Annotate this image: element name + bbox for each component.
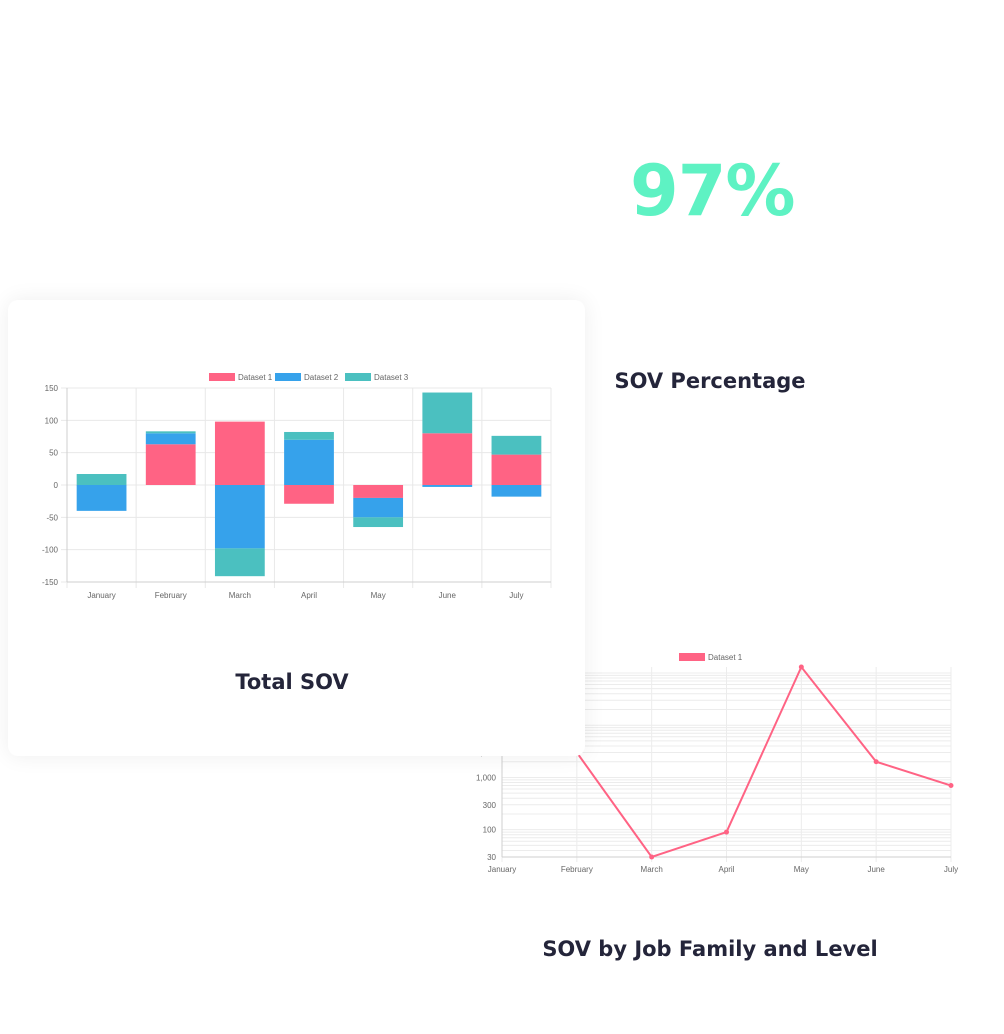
x-tick-label: April <box>301 591 317 600</box>
bar-dataset-3-february <box>145 431 196 434</box>
legend-label-dataset-1: Dataset 1 <box>708 653 743 662</box>
bar-dataset-3-may <box>353 517 404 528</box>
total-sov-caption: Total SOV <box>235 670 349 694</box>
y-tick-label: -50 <box>46 513 58 522</box>
legend-label-dataset-3: Dataset 3 <box>374 373 409 382</box>
bar-dataset-2-may <box>353 497 404 518</box>
total-sov-card: Dataset 1 Dataset 2 Dataset 3 150 100 50 0 -50… <box>8 300 585 756</box>
legend-label-dataset-2: Dataset 2 <box>304 373 339 382</box>
line-chart-legend: Dataset 1 <box>679 653 743 662</box>
x-tick-label: July <box>944 865 958 874</box>
bar-dataset-2-march <box>214 485 265 549</box>
line-chart-axis: 3,0001,00030010030JanuaryFebruaryMarchAp… <box>476 667 958 874</box>
x-tick-label: May <box>794 865 809 874</box>
bar-chart-legend: Dataset 1 Dataset 2 Dataset 3 <box>209 373 409 382</box>
x-tick-label: July <box>509 591 523 600</box>
bar-dataset-3-march <box>214 548 265 577</box>
legend-swatch-dataset-1 <box>209 373 235 381</box>
sov-percentage-value: 97% <box>630 150 796 232</box>
x-tick-label: January <box>488 865 516 874</box>
y-tick-label: 0 <box>54 481 59 490</box>
bar-dataset-1-march <box>214 421 265 485</box>
bar-dataset-2-february <box>145 433 196 445</box>
bar-dataset-3-april <box>284 431 334 440</box>
bar-dataset-3-june <box>422 392 473 434</box>
legend-swatch-dataset-3 <box>345 373 371 381</box>
x-tick-label: March <box>229 591 251 600</box>
y-tick-label: -100 <box>42 546 59 555</box>
legend-swatch-dataset-1 <box>679 653 705 661</box>
x-tick-label: January <box>87 591 115 600</box>
y-tick-label: -150 <box>42 578 59 587</box>
data-point-april <box>724 829 729 835</box>
bar-dataset-1-may <box>353 485 404 498</box>
y-tick-label: 50 <box>49 449 58 458</box>
x-tick-label: February <box>155 591 187 600</box>
data-point-june <box>873 759 879 765</box>
bar-dataset-3-july <box>491 435 542 455</box>
bar-dataset-2-january <box>76 485 127 511</box>
x-tick-label: May <box>371 591 386 600</box>
bar-dataset-1-april <box>284 485 334 504</box>
legend-swatch-dataset-2 <box>275 373 301 381</box>
y-tick-label: 1,000 <box>476 773 497 782</box>
bar-chart-axis: 150 100 50 0 -50 -100 -150 January February March… <box>42 384 551 600</box>
bar-dataset-2-june <box>422 485 473 487</box>
bar-dataset-1-june <box>422 433 473 485</box>
line-chart: 3,0001,00030010030JanuaryFebruaryMarchAp… <box>476 653 958 874</box>
bar-chart-plot <box>76 392 542 577</box>
bar-dataset-1-july <box>491 454 542 485</box>
y-tick-label: 100 <box>483 826 497 835</box>
data-point-may <box>798 664 804 670</box>
y-tick-label: 30 <box>487 853 496 862</box>
bar-dataset-1-february <box>145 444 196 485</box>
x-tick-label: February <box>561 865 593 874</box>
line-chart-grid <box>501 667 952 862</box>
bar-chart: Dataset 1 Dataset 2 Dataset 3 150 100 50 0 -50… <box>42 373 552 600</box>
data-point-july <box>948 783 954 789</box>
x-tick-label: June <box>439 591 457 600</box>
sov-percentage-caption: SOV Percentage <box>614 369 806 393</box>
legend-label-dataset-1: Dataset 1 <box>238 373 273 382</box>
data-point-march <box>649 854 655 860</box>
bar-dataset-3-january <box>76 474 127 485</box>
x-tick-label: March <box>641 865 663 874</box>
job-family-caption: SOV by Job Family and Level <box>542 937 878 961</box>
y-tick-label: 300 <box>483 801 497 810</box>
y-tick-label: 100 <box>45 416 59 425</box>
bar-dataset-2-april <box>284 439 334 485</box>
y-tick-label: 150 <box>45 384 59 393</box>
x-tick-label: June <box>867 865 885 874</box>
bar-dataset-2-july <box>491 485 542 497</box>
x-tick-label: April <box>718 865 734 874</box>
